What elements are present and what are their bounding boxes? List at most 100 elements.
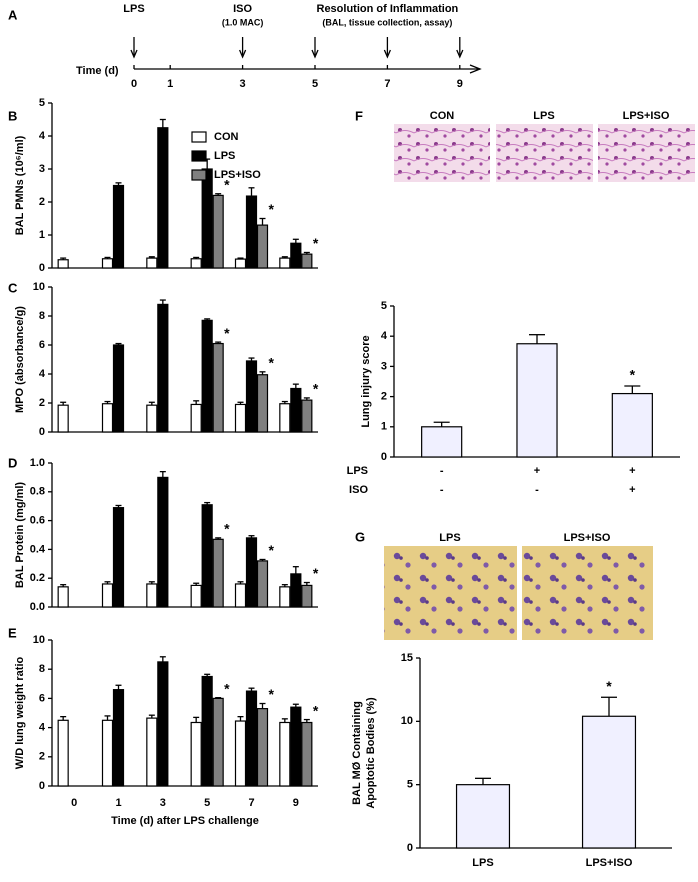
- bar: [234, 403, 247, 433]
- bar: [157, 127, 169, 269]
- y-tick-label: 0: [39, 262, 45, 274]
- y-tick-label: 0.2: [30, 572, 45, 584]
- bar: [234, 720, 247, 787]
- timeline-label: Time (d): [76, 65, 119, 77]
- bar: [455, 784, 511, 849]
- condition-label: LPS: [347, 465, 368, 477]
- bar: [279, 257, 291, 269]
- resolution-label: Resolution of Inflammation: [317, 3, 459, 15]
- legend-swatch: [191, 169, 207, 181]
- timeline-tick-label: 9: [457, 78, 463, 90]
- y-tick-label: 6: [39, 692, 45, 704]
- condition-mark: -: [440, 465, 444, 477]
- event-arrowhead: [383, 49, 391, 59]
- event-arrowhead: [130, 49, 138, 59]
- bar: [301, 253, 313, 269]
- bar: [146, 717, 158, 787]
- y-tick-label: 5: [407, 779, 413, 791]
- y-tick-label: 1.0: [30, 457, 45, 469]
- timeline-tick-label: 3: [240, 78, 246, 90]
- event-arrowhead: [311, 49, 319, 59]
- panel-label: A: [8, 7, 18, 22]
- panel-label: F: [355, 108, 363, 123]
- y-tick-label: 0.8: [30, 486, 45, 498]
- y-tick-label: 3: [39, 163, 45, 175]
- x-tick-label: 9: [293, 797, 299, 809]
- x-tick-label: 3: [160, 797, 166, 809]
- bar: [101, 258, 114, 269]
- y-axis-title: BAL PMNs (10⁶/ml): [14, 135, 26, 235]
- bar: [245, 690, 258, 787]
- y-tick-label: 0.0: [30, 601, 45, 613]
- significance-mark: *: [313, 565, 319, 581]
- y-tick-label: 4: [39, 722, 46, 734]
- bar: [421, 426, 463, 458]
- condition-mark: +: [629, 484, 635, 496]
- y-tick-label: 0.4: [30, 543, 46, 555]
- histology-image: [496, 124, 593, 182]
- y-tick-label: 8: [39, 310, 45, 322]
- bar: [212, 697, 224, 787]
- panel-label: B: [8, 108, 17, 123]
- cytospin-image: [522, 546, 653, 640]
- event-arrowhead: [456, 49, 464, 59]
- legend-label: LPS+ISO: [214, 169, 261, 181]
- significance-mark: *: [313, 702, 319, 718]
- condition-mark: -: [535, 484, 539, 496]
- bar: [301, 584, 313, 608]
- timeline-tick-label: 1: [167, 78, 173, 90]
- bar: [212, 538, 224, 608]
- image-label: LPS+ISO: [623, 110, 670, 122]
- bar: [256, 374, 269, 433]
- significance-mark: *: [269, 686, 275, 702]
- bar: [157, 661, 169, 787]
- y-tick-label: 4: [39, 130, 46, 142]
- bar: [234, 583, 247, 608]
- y-tick-label: 5: [39, 97, 45, 109]
- y-tick-label: 0: [39, 426, 45, 438]
- bar: [290, 573, 302, 608]
- significance-mark: *: [224, 521, 230, 537]
- cytospin-image: [384, 546, 517, 640]
- y-axis-title: BAL Protein (mg/ml): [14, 482, 26, 588]
- y-tick-label: 6: [39, 339, 45, 351]
- x-tick-label: LPS+ISO: [586, 857, 633, 869]
- y-tick-label: 0.6: [30, 515, 45, 527]
- bar: [190, 403, 202, 433]
- y-tick-label: 0: [39, 780, 45, 792]
- histology-image: [394, 124, 490, 182]
- bar: [201, 504, 213, 608]
- y-tick-label: 10: [33, 634, 45, 646]
- bar: [57, 719, 69, 787]
- bar: [256, 560, 269, 608]
- bar: [112, 344, 125, 433]
- bar: [301, 399, 313, 433]
- y-tick-label: 4: [39, 368, 46, 380]
- x-tick-label: 7: [248, 797, 254, 809]
- y-axis-title: W/D lung weight ratio: [14, 657, 26, 770]
- x-axis-title: Time (d) after LPS challenge: [111, 815, 259, 827]
- bar: [279, 721, 291, 787]
- event-note: (1.0 MAC): [222, 17, 264, 27]
- bar: [212, 342, 224, 433]
- bar: [101, 583, 114, 608]
- y-tick-label: 2: [39, 196, 45, 208]
- bar: [190, 258, 202, 269]
- bar: [57, 404, 69, 433]
- y-tick-label: 15: [401, 652, 413, 664]
- x-tick-label: 0: [71, 797, 77, 809]
- bar: [146, 257, 158, 269]
- y-tick-label: 2: [381, 391, 387, 403]
- bar: [146, 404, 158, 433]
- significance-mark: *: [313, 235, 319, 251]
- y-tick-label: 10: [401, 715, 413, 727]
- image-label: LPS: [439, 532, 460, 544]
- y-tick-label: 1: [381, 421, 387, 433]
- bar: [516, 343, 558, 458]
- timeline-arrowhead: [469, 64, 482, 74]
- legend-label: CON: [214, 131, 239, 143]
- y-axis-title: Apoptotic Bodies (%): [365, 697, 377, 809]
- significance-mark: *: [606, 678, 612, 694]
- bar: [112, 689, 125, 787]
